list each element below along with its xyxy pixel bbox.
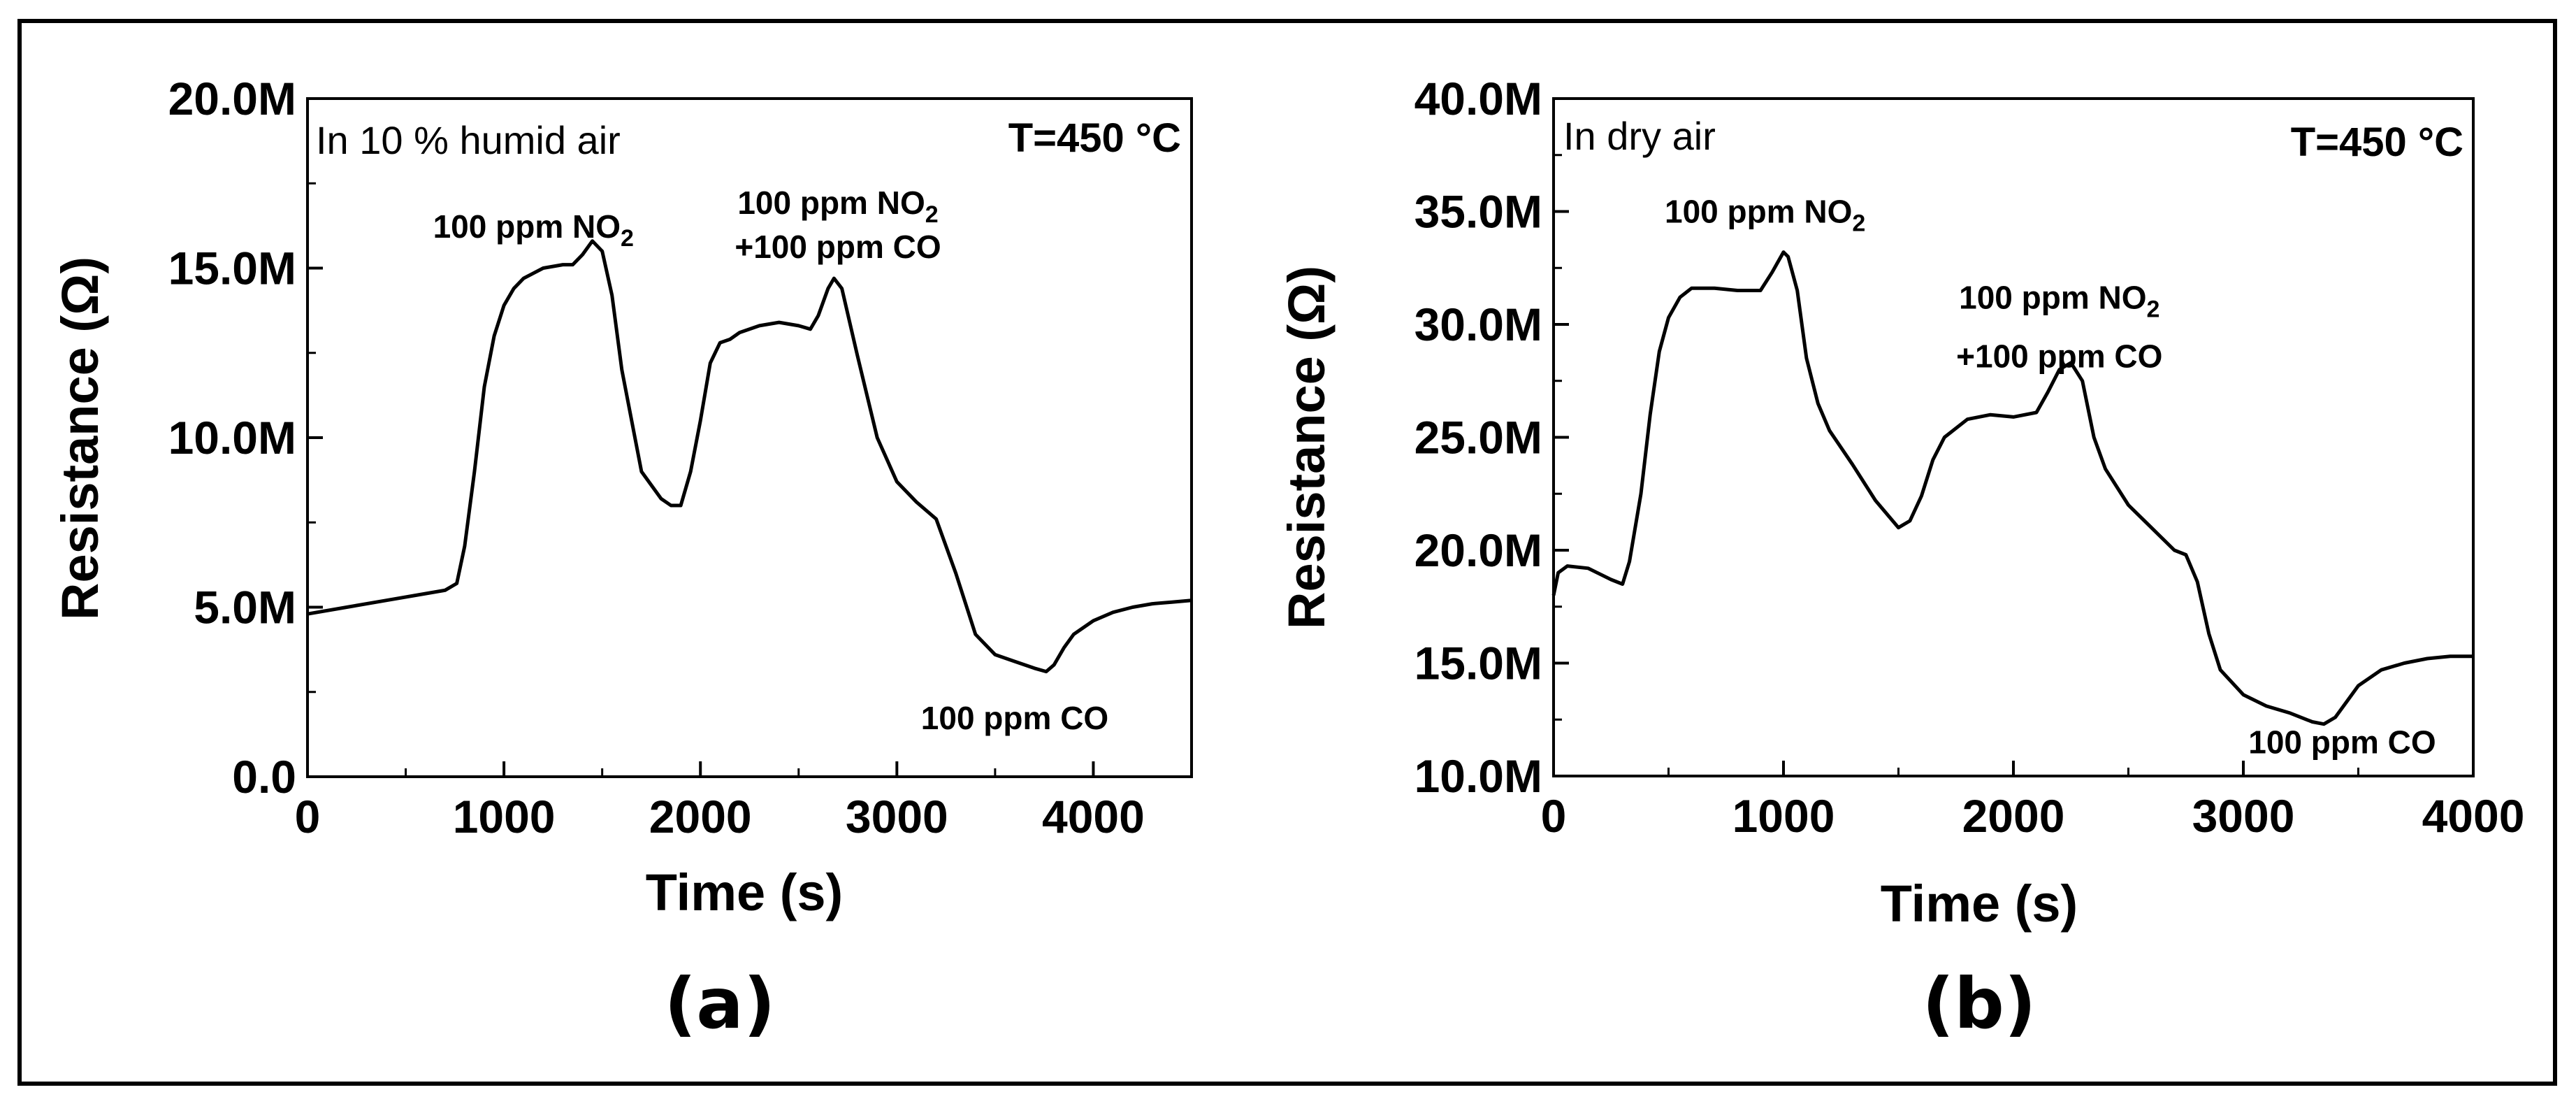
- series-line-b: [1551, 250, 2473, 726]
- panel-b: 0 1000 2000 3000 4000 10.0M 15.0M 20.0M 25.0M 30.…: [1278, 73, 2524, 1044]
- annotation-label: 100 ppm NO2: [433, 208, 634, 252]
- panel-label-a: (a): [665, 963, 776, 1044]
- y-tick-label: 20.0M: [1414, 524, 1542, 576]
- y-axis-title-b: Resistance (Ω): [1278, 266, 1336, 629]
- annotations-b: 100 ppm NO2 100 ppm NO2 +100 ppm CO 100 ppm…: [1665, 194, 2436, 761]
- y-axis-title-a: Resistance (Ω): [51, 257, 109, 620]
- y-tick-label: 20.0M: [168, 73, 296, 124]
- temperature-label-b: T=450 °C: [2291, 120, 2463, 165]
- annotation-label: 100 ppm NO2: [1959, 279, 2159, 322]
- x-tick-label: 0: [295, 791, 321, 842]
- y-tick-label: 30.0M: [1414, 299, 1542, 350]
- y-tick-label: 35.0M: [1414, 186, 1542, 238]
- x-tick-label: 3000: [2192, 790, 2295, 842]
- x-tick-label: 4000: [2422, 790, 2525, 842]
- y-tick-label: 25.0M: [1414, 412, 1542, 464]
- ticks-b: 0 1000 2000 3000 4000 10.0M 15.0M 20.0M 25.0M 30.…: [1414, 73, 2525, 842]
- y-tick-label: 10.0M: [168, 412, 296, 464]
- x-tick-label: 1000: [1732, 790, 1835, 842]
- y-tick-label: 40.0M: [1414, 73, 1542, 124]
- ticks-a: 0 1000 2000 3000 4000 0.0 5.0M 10.0M 15.0M 20.0M: [168, 73, 1145, 842]
- annotation-label: +100 ppm CO: [735, 229, 941, 265]
- annotation-label: 100 ppm CO: [2248, 724, 2436, 761]
- x-tick-label: 3000: [846, 791, 948, 842]
- y-tick-label: 15.0M: [1414, 638, 1542, 689]
- x-tick-label: 4000: [1042, 791, 1145, 842]
- y-tick-label: 5.0M: [194, 582, 296, 633]
- y-tick-label: 15.0M: [168, 243, 296, 294]
- x-axis-title-b: Time (s): [1881, 875, 2078, 933]
- x-axis-title-a: Time (s): [646, 863, 843, 921]
- condition-label-b: In dry air: [1563, 114, 1716, 158]
- annotation-label: 100 ppm NO2: [1665, 194, 1865, 237]
- annotation-label: 100 ppm NO2: [737, 185, 938, 228]
- figure-border: [17, 19, 2557, 1086]
- temperature-label-a: T=450 °C: [1008, 115, 1181, 161]
- annotation-label: 100 ppm CO: [921, 700, 1108, 736]
- x-tick-label: 0: [1541, 790, 1567, 842]
- x-tick-label: 1000: [453, 791, 556, 842]
- panel-label-b: (b): [1923, 963, 2036, 1044]
- y-tick-label: 0.0: [232, 751, 296, 803]
- panel-a: 0 1000 2000 3000 40000.05.0M10.0M15.0M20.0M …: [51, 73, 1193, 1044]
- condition-label-a: In 10 % humid air: [316, 118, 621, 162]
- annotation-label: +100 ppm CO: [1956, 338, 2162, 374]
- series-line-a: [307, 239, 1192, 674]
- x-tick-label: 2000: [649, 791, 752, 842]
- y-tick-label: 10.0M: [1414, 750, 1542, 802]
- x-tick-label: 2000: [1962, 790, 2065, 842]
